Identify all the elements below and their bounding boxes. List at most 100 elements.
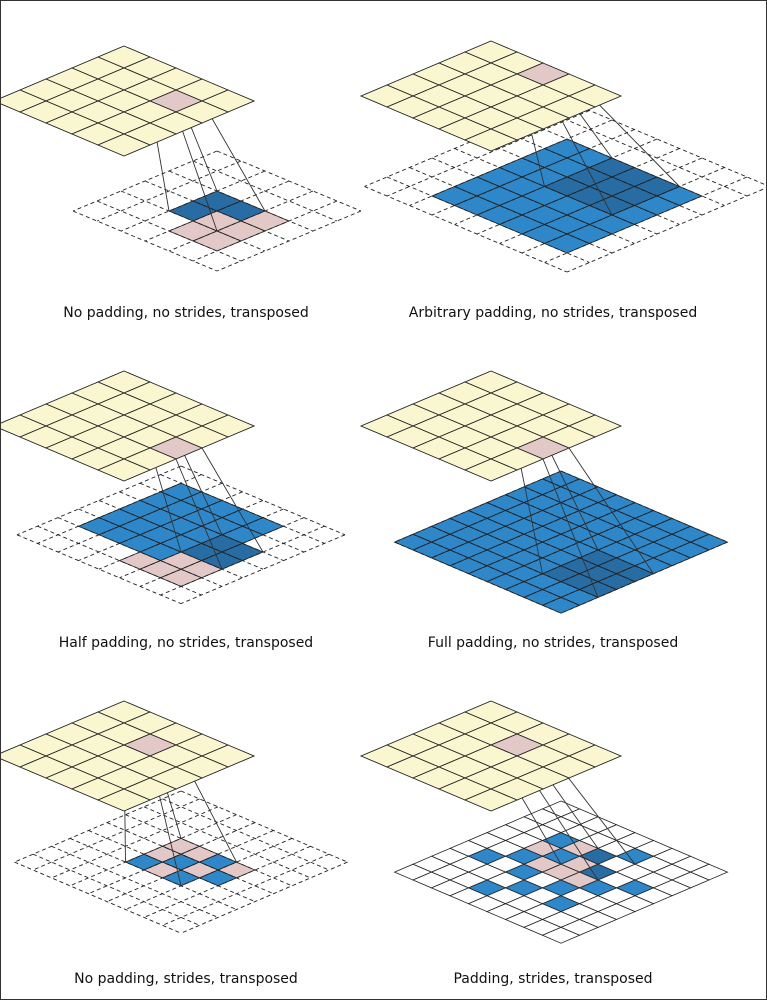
padding-grid-line [499,157,703,244]
padding-grid-line [544,110,748,197]
padding-grid-line [125,837,293,910]
padding-cell [541,926,581,944]
padding-grid-line [162,798,330,871]
padding-grid-line [566,187,766,273]
padding-grid-line [486,510,654,583]
padding-grid-line [78,491,243,562]
padding-grid-line [88,822,256,895]
caption-full-padding-no-strides: Full padding, no strides, transposed [427,635,679,651]
padding-grid-line [32,853,200,926]
padding-grid-line [32,798,200,871]
projection-line [201,447,264,553]
output-cell [463,788,519,812]
padding-grid-line [69,814,237,887]
padding-grid-line [96,160,242,222]
padding-grid-line [119,491,284,562]
projection-line [568,447,654,574]
padding-grid-line [160,474,325,544]
padding-grid-line [521,119,725,206]
panel-half-padding-no-strides [1,370,346,605]
padding-grid-line [454,148,658,235]
caption-half-padding-no-strides: Half padding, no strides, transposed [58,635,314,651]
padding-grid-line [486,502,654,575]
padding-grid-line [51,806,219,879]
padding-grid-line [88,830,256,903]
padding-grid-line [98,499,264,570]
panel-full-padding-no-strides [359,370,729,614]
padding-grid-line [72,210,218,272]
caption-no-padding-no-strides: No padding, no strides, transposed [63,305,309,321]
padding-grid-line [499,129,703,216]
padding-grid-line [139,517,305,587]
caption-arbitrary-padding-no-strides: Arbitrary padding, no strides, transpose… [408,305,698,321]
padding-grid-line [431,486,599,559]
padding-grid-line [542,533,710,606]
output-cell [96,458,152,482]
output-cell [463,128,519,152]
padding-grid-line [57,482,223,553]
panel-arbitrary-padding-no-strides [359,40,766,273]
padding-grid-line [468,502,636,575]
padding-grid-line [523,486,691,559]
padding-grid-line [412,533,580,606]
padding-grid-line [476,148,680,235]
padding-grid-line [468,510,636,583]
projection-line [175,458,223,570]
output-cell [96,133,152,157]
panel-no-padding-no-strides [1,45,362,272]
padding-grid-line [364,186,568,273]
padding-grid-line [409,167,613,254]
padding-grid-line [119,508,284,579]
panel-no-padding-strides [1,700,348,934]
padding-grid-line [180,790,348,863]
padding-grid-line [37,525,202,596]
padding-grid-line [16,465,182,536]
padding-grid-line [542,478,710,551]
padding-grid-line [386,176,590,263]
padding-grid-line [523,525,691,598]
padding-grid-line [544,176,748,263]
projection-line [516,447,543,574]
panel-padding-strides [359,700,729,944]
padding-grid-line [449,517,617,590]
padding-grid-line [180,534,346,605]
padding-grid-line [37,474,202,544]
padding-grid-line [192,200,338,262]
padding-grid-line [431,129,635,216]
padding-grid-line [431,157,635,244]
padding-grid-line [449,494,617,567]
output-cell [96,788,152,812]
padding-grid-line [168,190,314,252]
padding-grid-line [476,138,680,225]
padding-grid-line [180,861,348,934]
padding-grid-line [386,110,590,197]
padding-grid-line [57,517,223,587]
padding-grid-line [409,119,613,206]
padding-grid-line [106,830,274,903]
padding-grid-line [216,210,362,272]
padding-grid-line [51,845,219,918]
padding-grid-line [98,499,264,570]
padding-grid-line [69,837,237,910]
projection-line [542,436,599,551]
caption-padding-strides: Padding, strides, transposed [453,971,653,987]
padding-grid-line [143,845,311,918]
padding-grid-line [125,814,293,887]
padding-grid-line [394,470,562,543]
padding-grid-line [78,508,243,579]
output-cell [463,458,519,482]
padding-grid-line [106,822,274,895]
padding-grid-line [505,494,673,567]
padding-grid-line [192,160,338,222]
padding-grid-line [14,790,182,863]
padding-grid-line [454,138,658,225]
padding-grid-line [431,525,599,598]
padding-grid-line [412,478,580,551]
padding-grid-line [560,541,728,614]
padding-grid-line [505,517,673,590]
padding-grid-line [180,465,346,536]
padding-grid-line [160,525,325,596]
projection-line [201,100,266,212]
